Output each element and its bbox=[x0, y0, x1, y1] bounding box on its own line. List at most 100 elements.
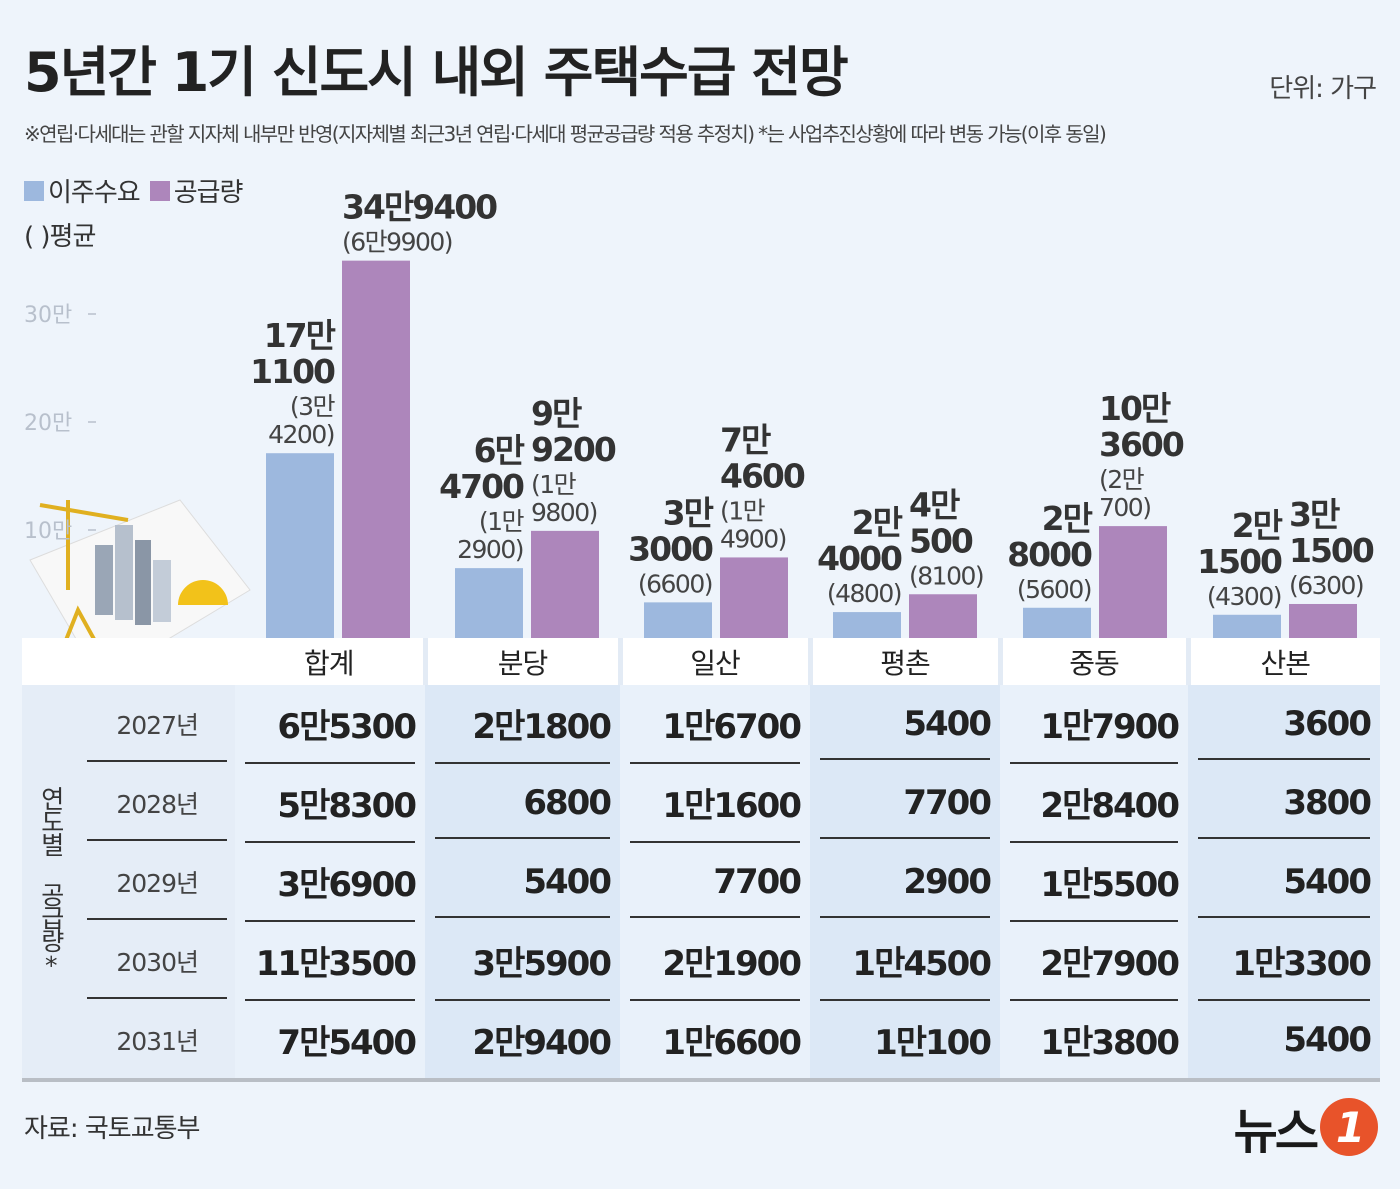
table-cell: 1만4500 bbox=[820, 922, 992, 1001]
legend-label-demand: 이주수요 bbox=[48, 178, 141, 208]
bar-demand bbox=[455, 568, 523, 638]
table-cell: 1만3800 bbox=[1040, 1023, 1180, 1063]
table-cell: 11만3500 bbox=[245, 922, 417, 1001]
page-title: 5년간 1기 신도시 내외 주택수급 전망 bbox=[24, 41, 849, 104]
bar-average-label: 2900) bbox=[457, 535, 523, 564]
table-cell: 1만100 bbox=[874, 1023, 992, 1063]
table-cell-wrapper: 1만100 bbox=[810, 1001, 1000, 1082]
table-cell: 5400 bbox=[1198, 848, 1372, 918]
column-header: 합계 bbox=[235, 638, 425, 685]
bar-value-label: 1500 bbox=[1197, 542, 1282, 581]
bar-value-label: 4000 bbox=[817, 539, 902, 578]
bar-supply bbox=[1099, 526, 1167, 638]
year-label: 2027년 bbox=[87, 688, 227, 762]
table-cell-wrapper: 7700 bbox=[810, 764, 1000, 843]
table-cell-wrapper: 6800 bbox=[425, 764, 620, 843]
column-header: 산본 bbox=[1185, 638, 1380, 685]
table-cell-wrapper: 2만1800 bbox=[425, 685, 620, 764]
legend-swatch-supply bbox=[149, 180, 170, 201]
column-header: 평촌 bbox=[807, 638, 1000, 685]
table-row: 2029년 3만6900 5400 7700 2900 1만5500 5400 bbox=[22, 843, 1380, 922]
year-cell: 2031년 bbox=[79, 1001, 235, 1082]
table-cell-wrapper: 1만1600 bbox=[620, 764, 810, 843]
bar-average-label: (2만 bbox=[1099, 465, 1145, 494]
table-cell-wrapper: 6만5300 bbox=[235, 685, 425, 764]
bar-value-label: 34만9400 bbox=[342, 188, 497, 227]
bar-value-label: 7만 bbox=[720, 420, 771, 459]
table-corner bbox=[22, 638, 235, 685]
table-cell-wrapper: 5400 bbox=[810, 685, 1000, 764]
table-cell-wrapper: 5400 bbox=[1188, 1001, 1380, 1082]
bar-value-label: 1100 bbox=[250, 352, 335, 391]
table-cell-wrapper: 1만6700 bbox=[620, 685, 810, 764]
table-cell-wrapper: 1만7900 bbox=[1000, 685, 1188, 764]
year-cell: 2030년 bbox=[79, 922, 235, 1001]
bar-average-label: (8100) bbox=[909, 561, 983, 590]
y-tick-label: 30만 bbox=[24, 303, 72, 328]
construction-illustration bbox=[29, 499, 251, 681]
table-cell-wrapper: 3800 bbox=[1188, 764, 1380, 843]
year-cell: 2027년 bbox=[79, 685, 235, 764]
logo-number-badge: 1 bbox=[1320, 1098, 1378, 1156]
footnote: ※연립·다세대는 관할 지자체 내부만 반영(지자체별 최근3년 연립·다세대 … bbox=[24, 122, 1107, 146]
bar-value-label: 10만 bbox=[1099, 389, 1171, 428]
bar-value-label: 2만 bbox=[852, 503, 903, 542]
bar-average-label: 9800) bbox=[531, 498, 597, 527]
table-cell: 7만5400 bbox=[277, 1023, 417, 1063]
table-cell: 2만7900 bbox=[1010, 922, 1180, 1001]
bar-value-label: 4만 bbox=[909, 485, 960, 524]
table-cell-wrapper: 3만6900 bbox=[235, 843, 425, 922]
table-cell: 5400 bbox=[820, 690, 992, 760]
bar-value-label: 1500 bbox=[1289, 531, 1374, 570]
column-header: 분당 bbox=[422, 638, 620, 685]
table-cell-wrapper: 2만7900 bbox=[1000, 922, 1188, 1001]
bar-value-label: 4600 bbox=[720, 456, 805, 495]
bar-average-label: (5600) bbox=[1017, 575, 1091, 604]
table-cell: 2만8400 bbox=[1010, 764, 1180, 843]
table-cell: 6만5300 bbox=[245, 685, 417, 764]
table-cell: 7700 bbox=[630, 848, 802, 918]
table-cell: 7700 bbox=[820, 769, 992, 839]
bar-supply bbox=[1289, 603, 1357, 638]
table-cell-wrapper: 2900 bbox=[810, 843, 1000, 922]
table-cell-wrapper: 2만9400 bbox=[425, 1001, 620, 1082]
source: 자료: 국토교통부 bbox=[24, 1114, 200, 1144]
bar-average-label: (6600) bbox=[638, 569, 712, 598]
table-cell: 5만8300 bbox=[245, 764, 417, 843]
legend: 이주수요 공급량 bbox=[24, 172, 244, 209]
table-cell: 1만5500 bbox=[1010, 843, 1180, 922]
table-cell-wrapper: 1만5500 bbox=[1000, 843, 1188, 922]
table-cell-wrapper: 7만5400 bbox=[235, 1001, 425, 1082]
table-cell: 3800 bbox=[1198, 769, 1372, 839]
table-cell-wrapper: 11만3500 bbox=[235, 922, 425, 1001]
bar-supply bbox=[720, 557, 788, 638]
average-note: ( )평균 bbox=[24, 222, 96, 252]
legend-label-supply: 공급량 bbox=[173, 178, 244, 208]
table-cell: 2900 bbox=[820, 848, 992, 918]
bar-average-label: (3만 bbox=[290, 392, 336, 421]
table-cell: 1만1600 bbox=[630, 764, 802, 843]
bar-value-label: 3000 bbox=[628, 529, 713, 568]
column-header: 중동 bbox=[997, 638, 1188, 685]
table-cell: 6800 bbox=[435, 769, 612, 839]
table-cell-wrapper: 3만5900 bbox=[425, 922, 620, 1001]
table-cell: 3600 bbox=[1198, 690, 1372, 760]
bar-value-label: 6만 bbox=[474, 431, 525, 470]
column-header: 일산 bbox=[617, 638, 810, 685]
bar-demand bbox=[266, 453, 334, 638]
bar-value-label: 17만 bbox=[264, 316, 336, 355]
table-cell-wrapper: 1만3800 bbox=[1000, 1001, 1188, 1082]
table-cell: 1만7900 bbox=[1010, 685, 1180, 764]
bar-demand bbox=[1213, 614, 1281, 638]
bar-value-label: 2만 bbox=[1042, 499, 1093, 538]
bar-demand bbox=[833, 612, 901, 638]
year-label: 2030년 bbox=[87, 925, 227, 999]
table-cell-wrapper: 1만6600 bbox=[620, 1001, 810, 1082]
bar-average-label: (1만 bbox=[479, 507, 525, 536]
bar-value-label: 3만 bbox=[1289, 495, 1340, 534]
side-label: 연도별 공급량* bbox=[22, 685, 80, 1082]
bar-value-label: 3만 bbox=[663, 493, 714, 532]
table-cell-wrapper: 3600 bbox=[1188, 685, 1380, 764]
table-cell-wrapper: 5만8300 bbox=[235, 764, 425, 843]
bar-average-label: 700) bbox=[1099, 493, 1150, 522]
